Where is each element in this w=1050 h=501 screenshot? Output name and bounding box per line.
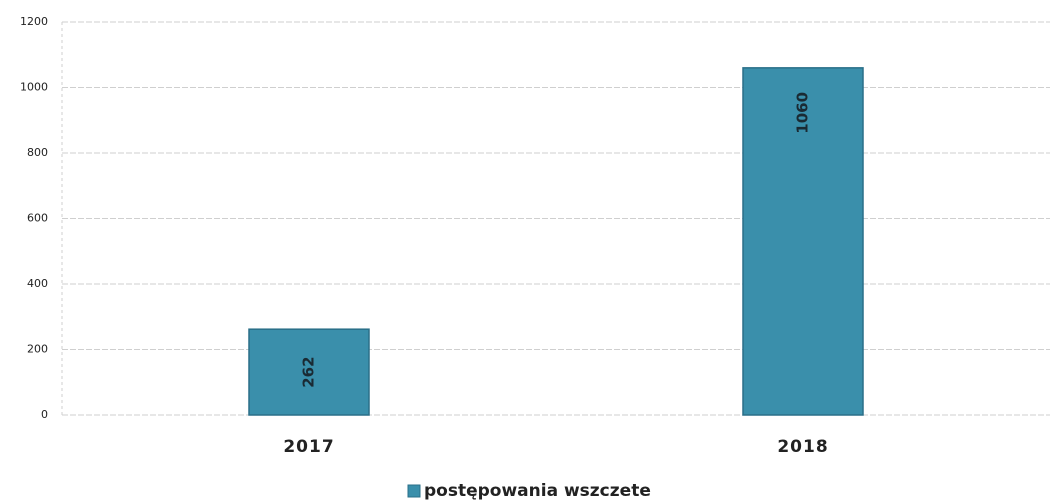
legend-swatch (407, 484, 421, 498)
y-tick-label: 1200 (20, 15, 48, 28)
y-tick-label: 800 (27, 146, 48, 159)
bar (248, 328, 370, 416)
x-tick-label: 2018 (777, 437, 828, 457)
x-tick-label: 2017 (283, 437, 334, 457)
legend-label: postępowania wszczete (424, 481, 651, 501)
data-label: 262 (300, 356, 318, 387)
data-label: 1060 (794, 92, 812, 134)
y-tick-label: 200 (27, 343, 48, 356)
bar (742, 67, 864, 416)
y-tick-label: 400 (27, 277, 48, 290)
y-tick-label: 600 (27, 212, 48, 225)
y-tick-label: 0 (41, 408, 48, 421)
y-tick-label: 1000 (20, 81, 48, 94)
